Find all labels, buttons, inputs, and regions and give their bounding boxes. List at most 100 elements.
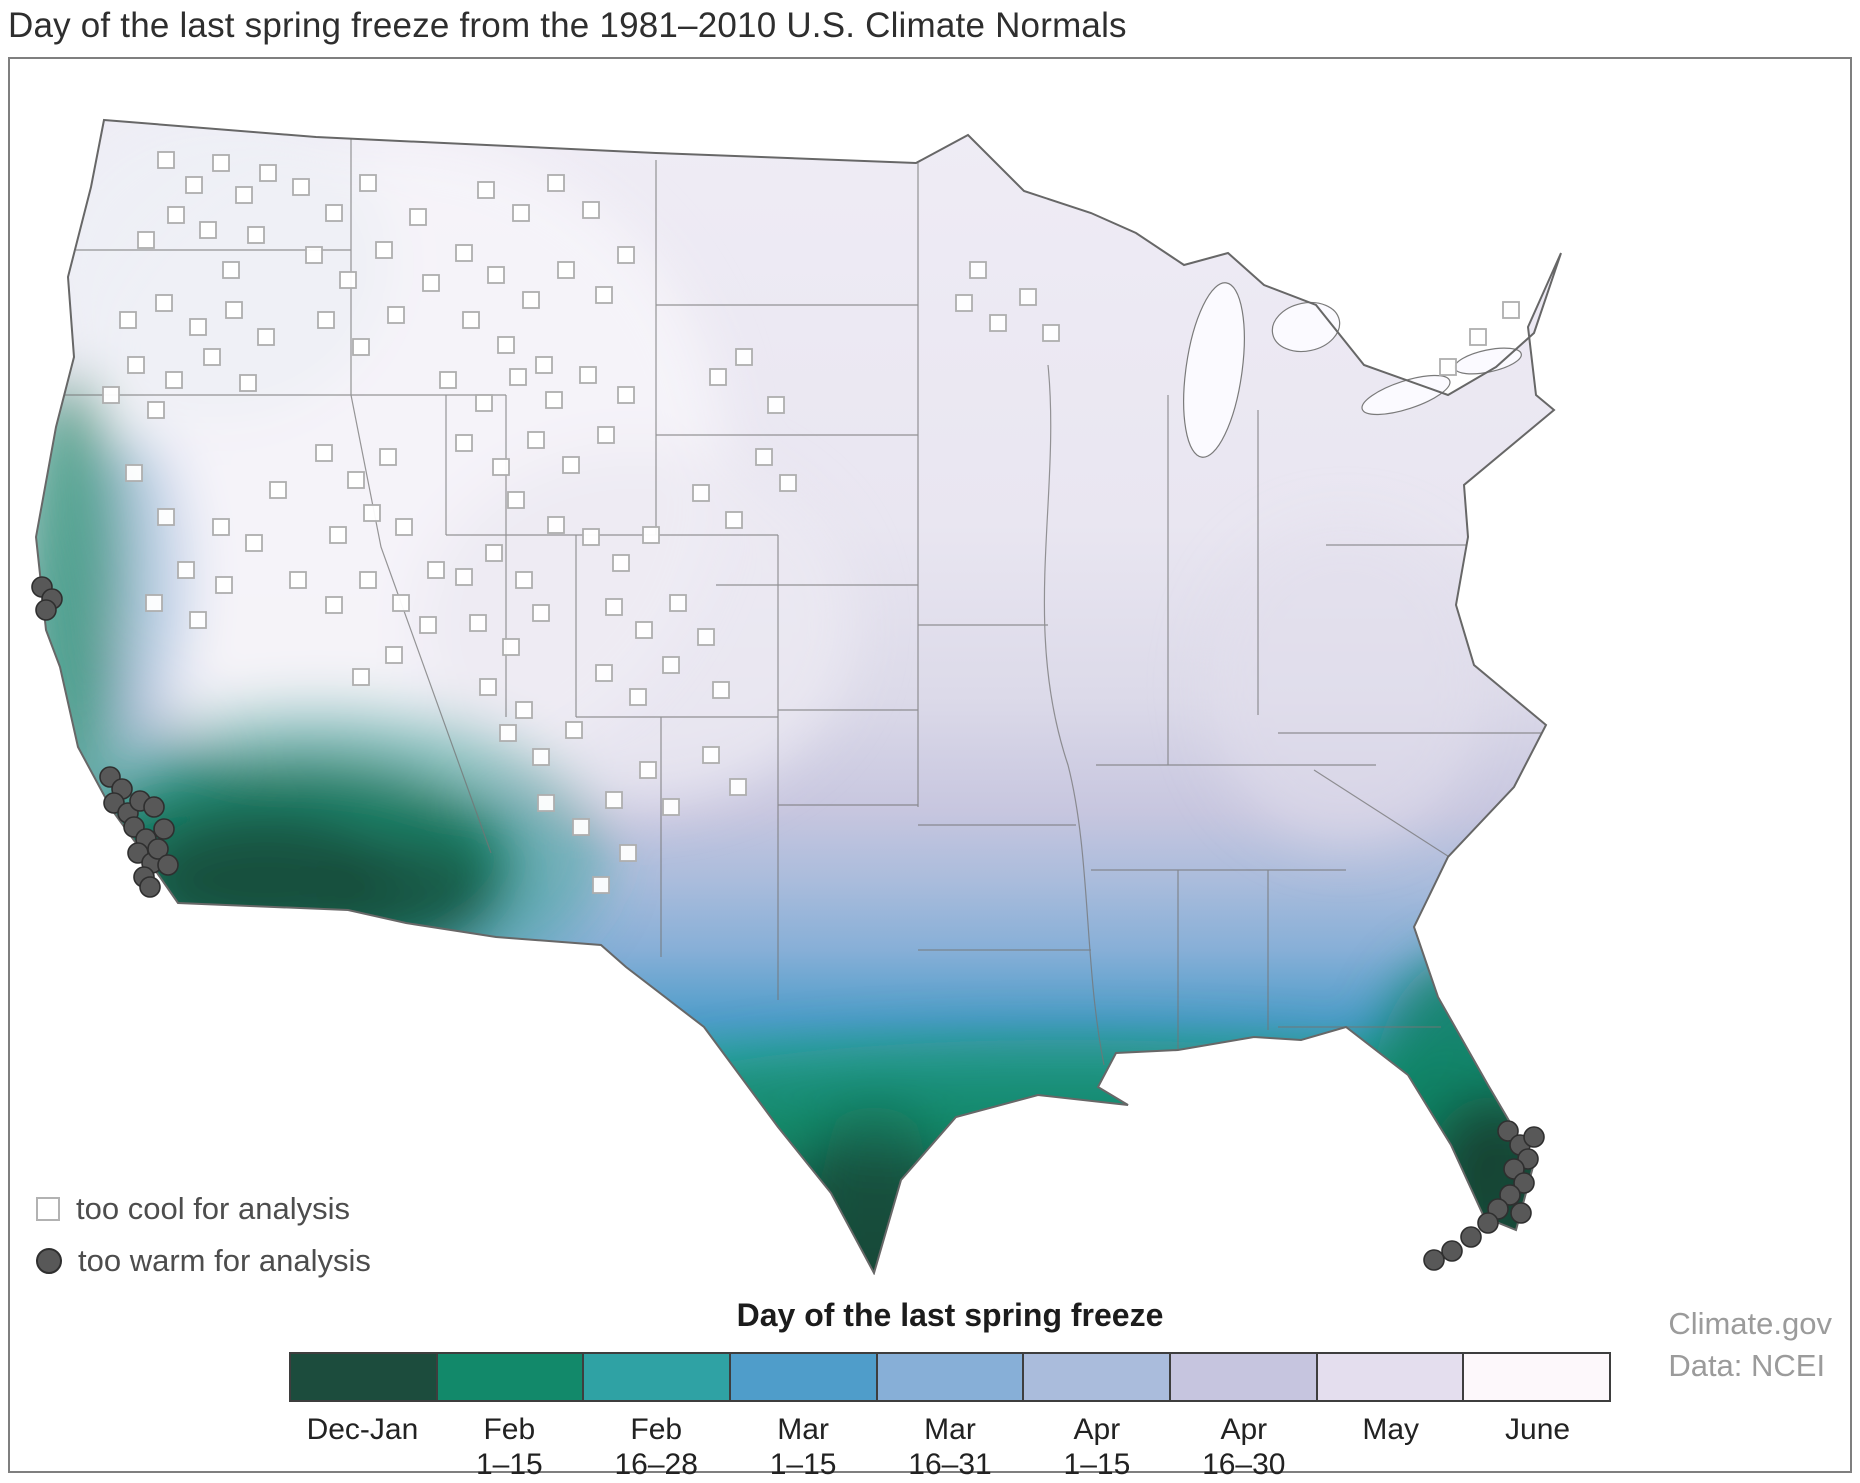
too-cool-station-marker [347,471,365,489]
page-title: Day of the last spring freeze from the 1… [8,6,1127,45]
colorbar-segment-label-1: Feb 1–15 [475,1413,543,1482]
too-warm-station-marker [35,599,57,621]
too-cool-station-marker [352,668,370,686]
too-cool-station-marker [157,508,175,526]
colorbar-segment-label-6: Apr 16–30 [1202,1413,1286,1482]
attribution-data: Data: NCEI [1668,1347,1826,1383]
colorbar-segment-6 [1171,1354,1318,1400]
too-cool-station-marker [127,356,145,374]
too-cool-station-marker [167,206,185,224]
too-cool-station-marker [582,528,600,546]
colorbar-segment-label-0: Dec-Jan [306,1413,419,1446]
too-cool-station-marker [165,371,183,389]
too-cool-station-marker [767,396,785,414]
too-warm-station-marker [147,838,169,860]
too-cool-station-marker [422,274,440,292]
too-cool-station-marker [392,594,410,612]
too-warm-station-marker [1497,1120,1519,1142]
too-cool-station-marker [697,628,715,646]
too-cool-station-marker [455,568,473,586]
too-cool-station-marker [259,164,277,182]
too-cool-station-marker [612,554,630,572]
colorbar-segment-3 [731,1354,878,1400]
too-warm-station-marker [143,796,165,818]
too-cool-station-marker [462,311,480,329]
too-cool-station-marker [527,431,545,449]
colorbar-segment-label-7: May [1362,1413,1420,1446]
too-cool-station-marker [712,681,730,699]
too-cool-station-marker [375,241,393,259]
state-boundaries [41,125,1544,1066]
colorbar-segment-label-4: Mar 16–31 [908,1413,992,1482]
too-cool-station-marker [119,311,137,329]
too-cool-station-marker [1042,324,1060,342]
too-cool-station-marker [595,286,613,304]
too-cool-station-marker [755,448,773,466]
too-cool-station-marker [629,688,647,706]
too-cool-station-marker [779,474,797,492]
colorbar-segment-4 [877,1354,1025,1400]
too-cool-station-marker [515,701,533,719]
marker-legend: too cool for analysis too warm for analy… [36,1191,371,1295]
too-cool-station-marker [955,294,973,312]
too-cool-station-marker [455,434,473,452]
too-cool-station-marker [479,678,497,696]
too-cool-station-marker [509,368,527,386]
too-cool-station-marker [1019,288,1037,306]
too-cool-station-marker [535,356,553,374]
too-cool-station-marker [212,154,230,172]
too-warm-station-marker [1513,1172,1535,1194]
colorbar-segment-label-2: Feb 16–28 [614,1413,698,1482]
too-cool-station-marker [155,294,173,312]
colorbar-labels: Dec-Jan Feb 1–15 Feb 16–28 Mar 1–15 Mar 16–31 Apr… [289,1412,1611,1483]
attribution: Climate.gov Data: NCEI [1668,1303,1832,1387]
too-cool-station-marker [359,174,377,192]
colorbar-segment-8 [1464,1354,1610,1400]
too-cool-station-marker [419,616,437,634]
too-warm-station-marker [1499,1184,1521,1206]
colorbar [289,1352,1611,1402]
too-cool-station-marker [735,348,753,366]
too-warm-station-marker [1460,1226,1482,1248]
too-cool-station-marker [492,458,510,476]
legend-too-warm-label: too warm for analysis [78,1243,371,1278]
too-cool-station-marker [487,266,505,284]
too-cool-station-marker [305,246,323,264]
too-cool-station-marker [239,374,257,392]
too-cool-station-marker [385,646,403,664]
too-cool-station-marker [199,221,217,239]
too-cool-station-marker [1439,358,1457,376]
too-cool-station-marker [522,291,540,309]
too-cool-station-marker [592,876,610,894]
too-cool-station-marker [502,638,520,656]
too-cool-station-marker [137,231,155,249]
too-cool-station-marker [547,516,565,534]
too-cool-station-marker [1502,301,1520,319]
colorbar-segment-label-5: Apr 1–15 [1063,1413,1131,1482]
too-cool-station-marker [499,724,517,742]
too-cool-station-marker [247,226,265,244]
too-cool-station-marker [512,204,530,222]
colorbar-block: Day of the last spring freeze Dec-Jan Feb… [10,1297,1850,1483]
too-cool-station-marker [547,174,565,192]
too-warm-station-marker [1523,1126,1545,1148]
too-cool-station-marker [325,596,343,614]
too-cool-station-marker [455,244,473,262]
too-cool-station-marker [582,201,600,219]
too-cool-station-marker [662,656,680,674]
too-cool-station-marker [617,246,635,264]
too-warm-station-marker [139,876,161,898]
too-cool-station-marker [379,448,397,466]
too-cool-station-marker [235,186,253,204]
too-cool-station-marker [177,561,195,579]
too-cool-station-marker [989,314,1007,332]
too-cool-station-marker [359,571,377,589]
too-cool-station-marker [639,761,657,779]
too-warm-station-marker [1441,1240,1463,1262]
too-cool-station-marker [439,371,457,389]
too-cool-station-marker [339,271,357,289]
too-cool-station-marker [662,798,680,816]
too-cool-station-marker [532,748,550,766]
too-cool-station-marker [157,151,175,169]
too-cool-station-marker [325,204,343,222]
